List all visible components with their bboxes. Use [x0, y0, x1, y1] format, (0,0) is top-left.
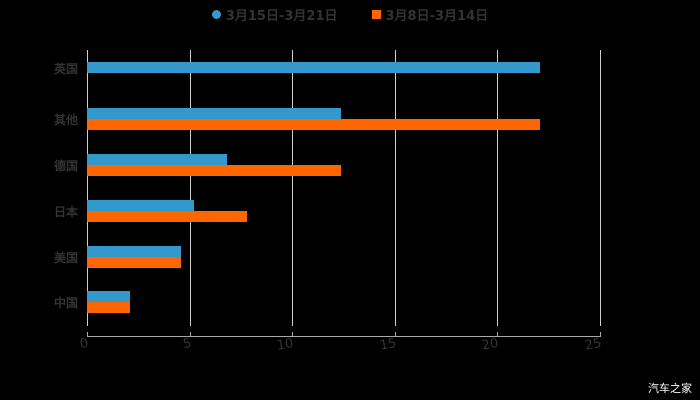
x-tick-label: 0: [78, 336, 90, 353]
legend-item-series-2[interactable]: 3月8日-3月14日: [371, 4, 489, 24]
x-tick-label: 25: [583, 336, 603, 354]
category-label: 德国: [53, 159, 78, 173]
x-tick-label: 10: [275, 336, 295, 354]
bar-series-1[interactable]: [87, 291, 131, 302]
gridline: [600, 50, 601, 326]
gridline: [497, 50, 499, 326]
category-label: 中国: [53, 296, 78, 310]
bar-series-1[interactable]: [87, 62, 541, 73]
category-label: 日本: [53, 205, 78, 219]
bar-series-1[interactable]: [87, 108, 342, 119]
category-label: 美国: [53, 251, 78, 265]
x-tick: [292, 332, 294, 337]
bar-series-2[interactable]: [87, 257, 182, 268]
x-tick-label: 5: [181, 336, 193, 353]
x-axis: [87, 336, 601, 337]
gridline: [394, 50, 396, 326]
legend-item-series-1[interactable]: 3月15日-3月21日: [211, 4, 338, 24]
plot-area: [87, 50, 601, 326]
category-label: 英国: [53, 61, 78, 76]
gridline: [87, 50, 88, 326]
x-tick: [394, 332, 396, 337]
x-tick-label: 20: [481, 336, 500, 354]
bar-series-1[interactable]: [87, 200, 194, 211]
bar-series-2[interactable]: [87, 211, 248, 222]
bar-series-2[interactable]: [87, 302, 131, 313]
x-tick: [87, 332, 88, 337]
gridline: [189, 50, 191, 326]
x-tick-label: 15: [378, 336, 398, 354]
watermark: 汽车之家: [648, 382, 692, 395]
chart-legend: 3月15日-3月21日 3月8日-3月14日: [0, 4, 700, 24]
bar-series-1[interactable]: [87, 246, 182, 257]
gridline: [292, 50, 294, 326]
bar-series-2[interactable]: [87, 165, 342, 176]
legend-marker-icon: [371, 9, 381, 19]
x-tick: [497, 332, 499, 337]
legend-label: 3月15日-3月21日: [225, 8, 338, 24]
x-tick: [600, 332, 601, 337]
category-label: 其他: [53, 113, 78, 127]
legend-marker-icon: [211, 9, 221, 19]
legend-label: 3月8日-3月14日: [385, 8, 489, 24]
bar-series-2[interactable]: [87, 119, 541, 130]
bar-series-1[interactable]: [87, 154, 227, 165]
x-tick: [189, 332, 191, 337]
